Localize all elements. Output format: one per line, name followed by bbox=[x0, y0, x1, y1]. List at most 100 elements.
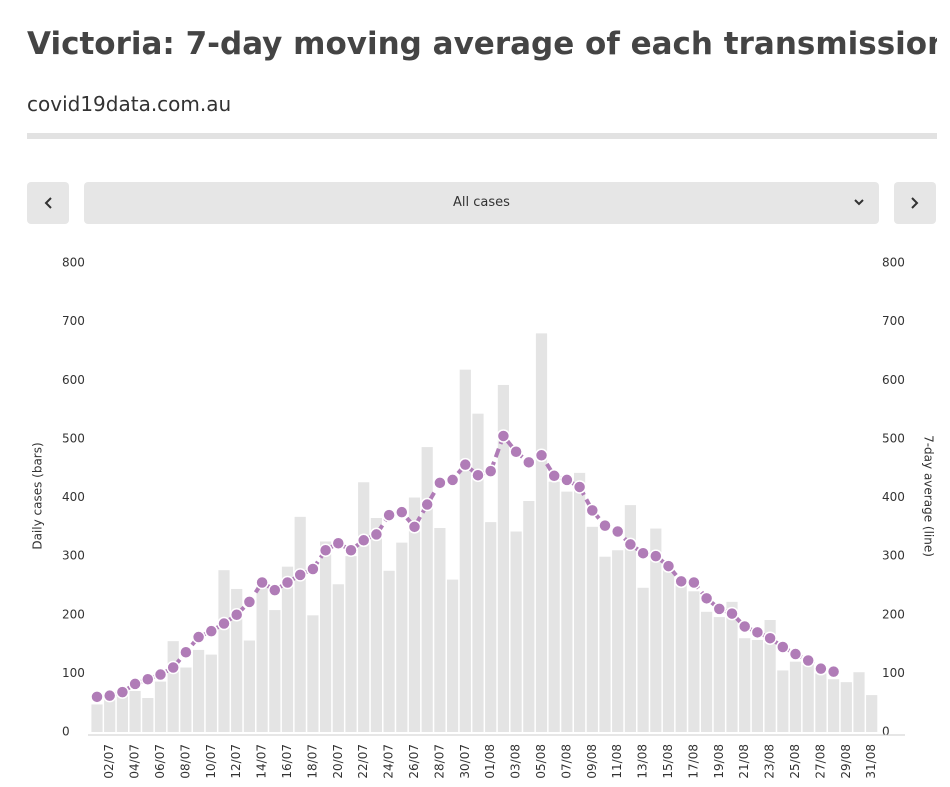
y-tick-label: 200 bbox=[62, 607, 85, 621]
bar bbox=[447, 579, 459, 732]
bar bbox=[294, 516, 306, 732]
bar bbox=[777, 670, 789, 732]
x-tick-label: 21/08 bbox=[737, 744, 751, 779]
point bbox=[407, 520, 422, 534]
bar bbox=[180, 667, 192, 732]
point bbox=[344, 543, 358, 558]
bar bbox=[612, 550, 624, 732]
bar bbox=[675, 581, 687, 732]
point bbox=[471, 468, 485, 482]
bar bbox=[256, 582, 268, 732]
bar bbox=[281, 566, 294, 732]
bar bbox=[789, 661, 802, 732]
point bbox=[318, 543, 333, 558]
point bbox=[331, 536, 346, 550]
x-tick-label: 29/08 bbox=[839, 744, 853, 779]
bar bbox=[637, 587, 649, 732]
bar bbox=[815, 673, 827, 732]
point bbox=[623, 537, 638, 552]
y-tick-label: 400 bbox=[62, 490, 85, 504]
bar bbox=[802, 664, 814, 732]
line bbox=[96, 431, 835, 699]
x-tick-label: 19/08 bbox=[712, 744, 726, 779]
point bbox=[725, 606, 739, 621]
bar bbox=[358, 482, 370, 732]
point bbox=[712, 602, 727, 616]
bar bbox=[269, 610, 281, 732]
divider bbox=[27, 133, 937, 139]
x-tick-label: 30/07 bbox=[458, 744, 472, 779]
bar bbox=[485, 522, 497, 732]
point bbox=[356, 533, 371, 548]
point bbox=[369, 527, 384, 542]
point bbox=[293, 568, 307, 582]
bar bbox=[142, 697, 154, 732]
bar bbox=[218, 570, 230, 732]
title: Victoria: 7-day moving average of each t… bbox=[27, 26, 937, 62]
y2-tick-label: 300 bbox=[882, 549, 905, 563]
bar bbox=[853, 672, 865, 732]
bar bbox=[662, 566, 675, 732]
y-tick-label: 300 bbox=[62, 549, 85, 563]
x-tick-label: 17/08 bbox=[686, 744, 700, 779]
x-tick-label: 09/08 bbox=[585, 744, 599, 779]
y-axis-label: Daily cases (bars) bbox=[31, 442, 45, 549]
point bbox=[90, 690, 104, 704]
x-tick-label: 25/08 bbox=[788, 744, 802, 779]
point bbox=[496, 429, 511, 443]
point bbox=[763, 631, 777, 645]
bar bbox=[91, 704, 103, 732]
bar bbox=[713, 617, 725, 732]
bar bbox=[231, 588, 243, 732]
point bbox=[445, 473, 460, 487]
bar bbox=[624, 505, 636, 732]
point bbox=[585, 503, 600, 518]
x-tick-label: 26/07 bbox=[407, 744, 421, 779]
dropdown[interactable]: All cases bbox=[84, 182, 879, 224]
x-tick-label: 05/08 bbox=[534, 744, 548, 779]
x-tick-label: 14/07 bbox=[255, 744, 269, 779]
x-tick-label: 24/07 bbox=[382, 744, 396, 779]
point bbox=[547, 469, 561, 483]
y-tick-label: 700 bbox=[62, 314, 85, 328]
bar bbox=[332, 584, 344, 732]
x-tick-label: 13/08 bbox=[636, 744, 650, 779]
next-button[interactable] bbox=[894, 182, 936, 224]
bar bbox=[459, 369, 471, 732]
bar bbox=[370, 518, 382, 732]
bar bbox=[383, 570, 395, 732]
y2-tick-label: 400 bbox=[882, 490, 905, 504]
point bbox=[636, 546, 650, 560]
bar bbox=[472, 413, 484, 732]
x-tick-label: 08/07 bbox=[178, 744, 192, 779]
prev-button[interactable] bbox=[27, 182, 69, 224]
bar bbox=[574, 472, 586, 732]
point bbox=[610, 524, 625, 539]
x-tick-label: 15/08 bbox=[661, 744, 675, 779]
bar bbox=[129, 690, 141, 732]
point bbox=[191, 630, 206, 644]
y2-tick-label: 700 bbox=[882, 314, 905, 328]
bar bbox=[104, 699, 116, 732]
y-tick-label: 500 bbox=[62, 431, 85, 445]
x-tick-label: 28/07 bbox=[432, 744, 446, 779]
point bbox=[699, 591, 714, 606]
bar bbox=[307, 615, 319, 732]
y-tick-label: 0 bbox=[62, 725, 70, 739]
point bbox=[814, 661, 828, 676]
point bbox=[217, 616, 231, 631]
point bbox=[687, 575, 701, 590]
point bbox=[420, 497, 434, 512]
point bbox=[534, 448, 549, 463]
bar bbox=[751, 639, 763, 732]
point bbox=[382, 508, 396, 522]
point bbox=[776, 640, 790, 654]
bar bbox=[510, 531, 522, 732]
point bbox=[661, 559, 676, 573]
y2-tick-label: 200 bbox=[882, 607, 905, 621]
bar bbox=[586, 526, 598, 732]
bar bbox=[535, 333, 548, 732]
next-icon bbox=[911, 197, 919, 209]
